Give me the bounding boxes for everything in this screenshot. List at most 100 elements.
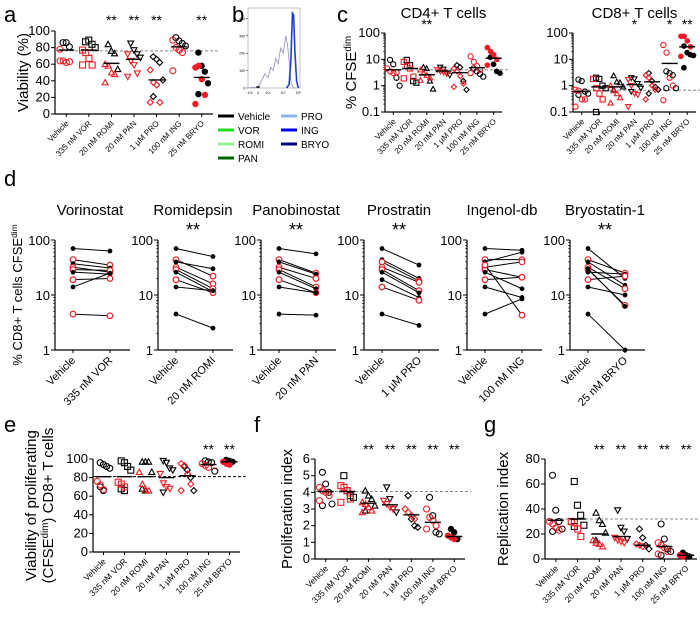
data-point <box>592 108 600 116</box>
y-tick-label: 0.1 <box>362 104 380 119</box>
legend-label: BRYO <box>301 140 329 151</box>
y-tick-label: 10 <box>554 51 568 66</box>
pair-line <box>72 259 111 266</box>
y-tick-label: 1 <box>561 78 568 93</box>
data-point <box>645 74 653 82</box>
data-point <box>69 310 77 318</box>
data-point <box>585 269 591 275</box>
data-point <box>56 57 64 65</box>
y-tick-label: 10 <box>139 288 153 303</box>
data-point <box>416 262 422 268</box>
panel-letter: g <box>484 412 496 437</box>
data-point <box>107 46 116 54</box>
data-point <box>410 521 419 530</box>
y-axis-label: % CFSEdim <box>343 36 361 109</box>
data-point <box>156 470 165 479</box>
data-point <box>667 547 675 556</box>
significance-label: ** <box>129 12 140 28</box>
y-tick-label: 100 <box>131 233 153 248</box>
data-point <box>585 259 591 265</box>
data-point <box>156 98 164 107</box>
data-point <box>635 525 644 533</box>
data-point <box>165 465 174 473</box>
data-point <box>638 533 647 542</box>
data-point <box>364 491 373 499</box>
data-point <box>552 506 560 514</box>
data-point <box>361 506 370 514</box>
data-point <box>410 77 417 85</box>
data-point <box>660 41 667 49</box>
data-point <box>450 529 458 536</box>
data-point <box>276 311 282 317</box>
data-point <box>669 82 677 89</box>
pair-line <box>381 269 420 292</box>
y-tick-label: 60 <box>36 56 50 71</box>
data-point <box>570 477 578 486</box>
y-tick-label: 100 <box>546 25 568 40</box>
data-point <box>663 49 670 56</box>
data-point <box>684 38 691 44</box>
data-point <box>616 78 624 86</box>
data-point <box>396 82 403 89</box>
data-point <box>106 312 114 320</box>
data-point <box>416 76 425 83</box>
pair-line <box>175 269 214 290</box>
data-point <box>613 507 622 515</box>
y-tick-label: 10 <box>345 288 359 303</box>
data-point <box>358 498 367 506</box>
data-point <box>173 269 179 275</box>
data-point <box>100 486 108 494</box>
data-point <box>573 501 582 509</box>
data-point <box>211 467 219 475</box>
data-point <box>378 283 386 291</box>
y-tick-label: 0 <box>243 87 245 91</box>
y-tick-label: 20 <box>36 89 50 104</box>
data-point <box>107 248 113 254</box>
data-point <box>195 90 202 98</box>
y-axis-label: Proliferation index <box>279 448 296 569</box>
data-point <box>467 69 474 77</box>
data-point <box>204 80 212 87</box>
data-point <box>446 72 454 79</box>
data-point <box>392 509 401 517</box>
y-tick-label: 100 <box>239 69 245 73</box>
data-point <box>313 312 319 318</box>
data-point <box>624 76 632 84</box>
pair-line <box>278 261 317 275</box>
data-point <box>518 258 526 266</box>
data-point <box>630 76 638 83</box>
histogram-line <box>244 35 296 89</box>
data-point <box>70 284 76 290</box>
data-point <box>168 467 177 475</box>
pair-line <box>278 279 317 294</box>
data-point <box>575 76 582 83</box>
significance-label: ** <box>681 441 692 457</box>
data-point <box>390 61 397 68</box>
pair-line <box>484 271 523 290</box>
data-point <box>595 516 604 524</box>
data-point <box>62 58 70 67</box>
data-point <box>173 284 179 290</box>
data-point <box>110 49 119 57</box>
data-point <box>130 62 139 70</box>
legend-label: VOR <box>238 126 260 137</box>
data-point <box>467 53 474 60</box>
y-tick-label: 0 <box>43 106 50 121</box>
data-point <box>400 75 407 82</box>
data-point <box>404 491 412 500</box>
data-point <box>367 506 376 514</box>
data-point <box>386 56 394 64</box>
data-point <box>645 90 653 97</box>
significance-label: ** <box>421 16 432 32</box>
data-point <box>66 58 74 66</box>
data-point <box>654 550 662 558</box>
data-point <box>426 74 434 81</box>
data-point <box>126 40 135 48</box>
data-point <box>432 522 440 530</box>
significance-label: ** <box>594 441 605 457</box>
pair-line <box>587 259 626 274</box>
data-point <box>88 61 96 69</box>
data-point <box>651 86 659 94</box>
